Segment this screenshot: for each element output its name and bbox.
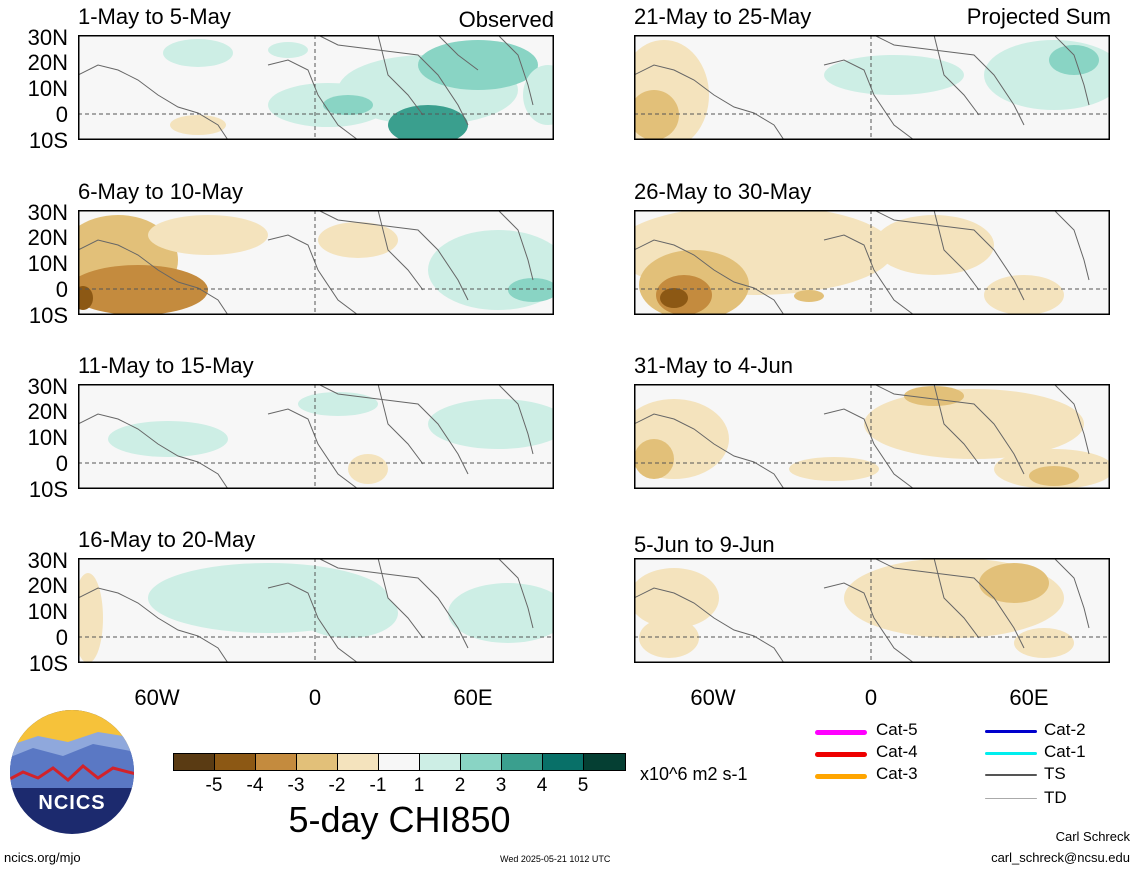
- colorbar-cell: [419, 753, 461, 771]
- legend-label: TD: [1044, 788, 1067, 807]
- map-panel: [78, 35, 554, 140]
- legend-swatch-cat1: [985, 752, 1037, 755]
- lon-label: 60E: [1009, 685, 1049, 710]
- footer-url[interactable]: ncics.org/mjo: [4, 850, 81, 865]
- colorbar-units: x10^6 m2 s-1: [640, 764, 748, 784]
- lat-label: 20N: [27, 50, 68, 75]
- lat-label: 20N: [27, 399, 68, 424]
- lat-label: 0: [55, 451, 68, 476]
- lat-label: 10S: [28, 303, 68, 328]
- footer-email[interactable]: carl_schreck@ncsu.edu: [991, 850, 1130, 865]
- colorbar-cell: [296, 753, 338, 771]
- colorbar-cell: [460, 753, 502, 771]
- panel-title: 16-May to 20-May: [78, 527, 256, 552]
- lat-label: 10S: [28, 477, 68, 502]
- legend-label: Cat-2: [1044, 720, 1086, 739]
- colorbar-cell: [583, 753, 626, 771]
- lat-label: 0: [55, 625, 68, 650]
- colorbar-cell: [337, 753, 379, 771]
- legend-label: Cat-4: [876, 742, 918, 761]
- lat-label: 0: [55, 102, 68, 127]
- colorbar-tick: -3: [287, 775, 305, 796]
- colorbar-tick: -1: [369, 775, 387, 796]
- lon-label: 0: [864, 685, 878, 710]
- lon-label: 60W: [134, 685, 180, 710]
- panel-corner-label: Observed: [458, 7, 554, 32]
- colorbar-cell: [542, 753, 584, 771]
- panel-title: 11-May to 15-May: [78, 353, 254, 378]
- lat-label: 10N: [27, 76, 68, 101]
- colorbar-cell: [501, 753, 543, 771]
- lat-label: 30N: [27, 548, 68, 573]
- colorbar-cell: [378, 753, 420, 771]
- logo-text: NCICS: [38, 792, 106, 814]
- colorbar-tick: 5: [577, 775, 589, 796]
- map-panel: [78, 210, 554, 315]
- lat-label: 30N: [27, 25, 68, 50]
- map-panel: [78, 384, 554, 489]
- footer-author: Carl Schreck: [1055, 829, 1130, 844]
- panel-title: 21-May to 25-May: [634, 4, 812, 29]
- lat-label: 10N: [27, 251, 68, 276]
- map-panel: [634, 35, 1110, 140]
- colorbar-cell: [173, 753, 215, 771]
- colorbar-tick: 1: [413, 775, 425, 796]
- lat-label: 10N: [27, 425, 68, 450]
- legend-swatch-ts: [985, 774, 1037, 776]
- map-panel: [634, 558, 1110, 663]
- lat-label: 10S: [28, 128, 68, 153]
- lon-label: 60W: [690, 685, 736, 710]
- lat-label: 10N: [27, 599, 68, 624]
- colorbar-tick: 4: [536, 775, 548, 796]
- panel-title: 5-Jun to 9-Jun: [634, 532, 775, 557]
- map-panel: [634, 384, 1110, 489]
- legend-swatch-cat2: [985, 730, 1037, 733]
- legend-swatch-cat4: [815, 752, 867, 757]
- colorbar-tick: -2: [328, 775, 346, 796]
- lon-label: 0: [308, 685, 322, 710]
- legend-label: Cat-3: [876, 764, 918, 783]
- colorbar-title: 5-day CHI850: [288, 799, 511, 840]
- lat-label: 20N: [27, 225, 68, 250]
- lon-label: 60E: [453, 685, 493, 710]
- ncics-logo-icon: [10, 710, 134, 834]
- lat-label: 30N: [27, 200, 68, 225]
- colorbar-tick: 2: [454, 775, 466, 796]
- colorbar-cell: [214, 753, 256, 771]
- lat-label: 0: [55, 277, 68, 302]
- lat-label: 30N: [27, 374, 68, 399]
- lat-label: 20N: [27, 573, 68, 598]
- colorbar-tick: -4: [246, 775, 264, 796]
- map-panel: [78, 558, 554, 663]
- footer-timestamp: Wed 2025-05-21 1012 UTC: [500, 854, 611, 864]
- colorbar-tick: 3: [495, 775, 507, 796]
- colorbar-cell: [255, 753, 297, 771]
- legend-swatch-td: [985, 798, 1037, 799]
- panel-title: 1-May to 5-May: [78, 4, 231, 29]
- colorbar-tick: -5: [205, 775, 223, 796]
- legend-swatch-cat3: [815, 774, 867, 779]
- ncics-logo: NCICS: [8, 708, 136, 836]
- lat-label: 10S: [28, 651, 68, 676]
- legend-label: TS: [1044, 764, 1066, 783]
- panel-title: 31-May to 4-Jun: [634, 353, 793, 378]
- panel-title: 6-May to 10-May: [78, 179, 244, 204]
- panel-corner-label: Projected Sum: [966, 4, 1111, 29]
- map-panel: [634, 210, 1110, 315]
- legend-label: Cat-5: [876, 720, 918, 739]
- panel-title: 26-May to 30-May: [634, 179, 812, 204]
- legend-swatch-cat5: [815, 730, 867, 735]
- legend-label: Cat-1: [1044, 742, 1086, 761]
